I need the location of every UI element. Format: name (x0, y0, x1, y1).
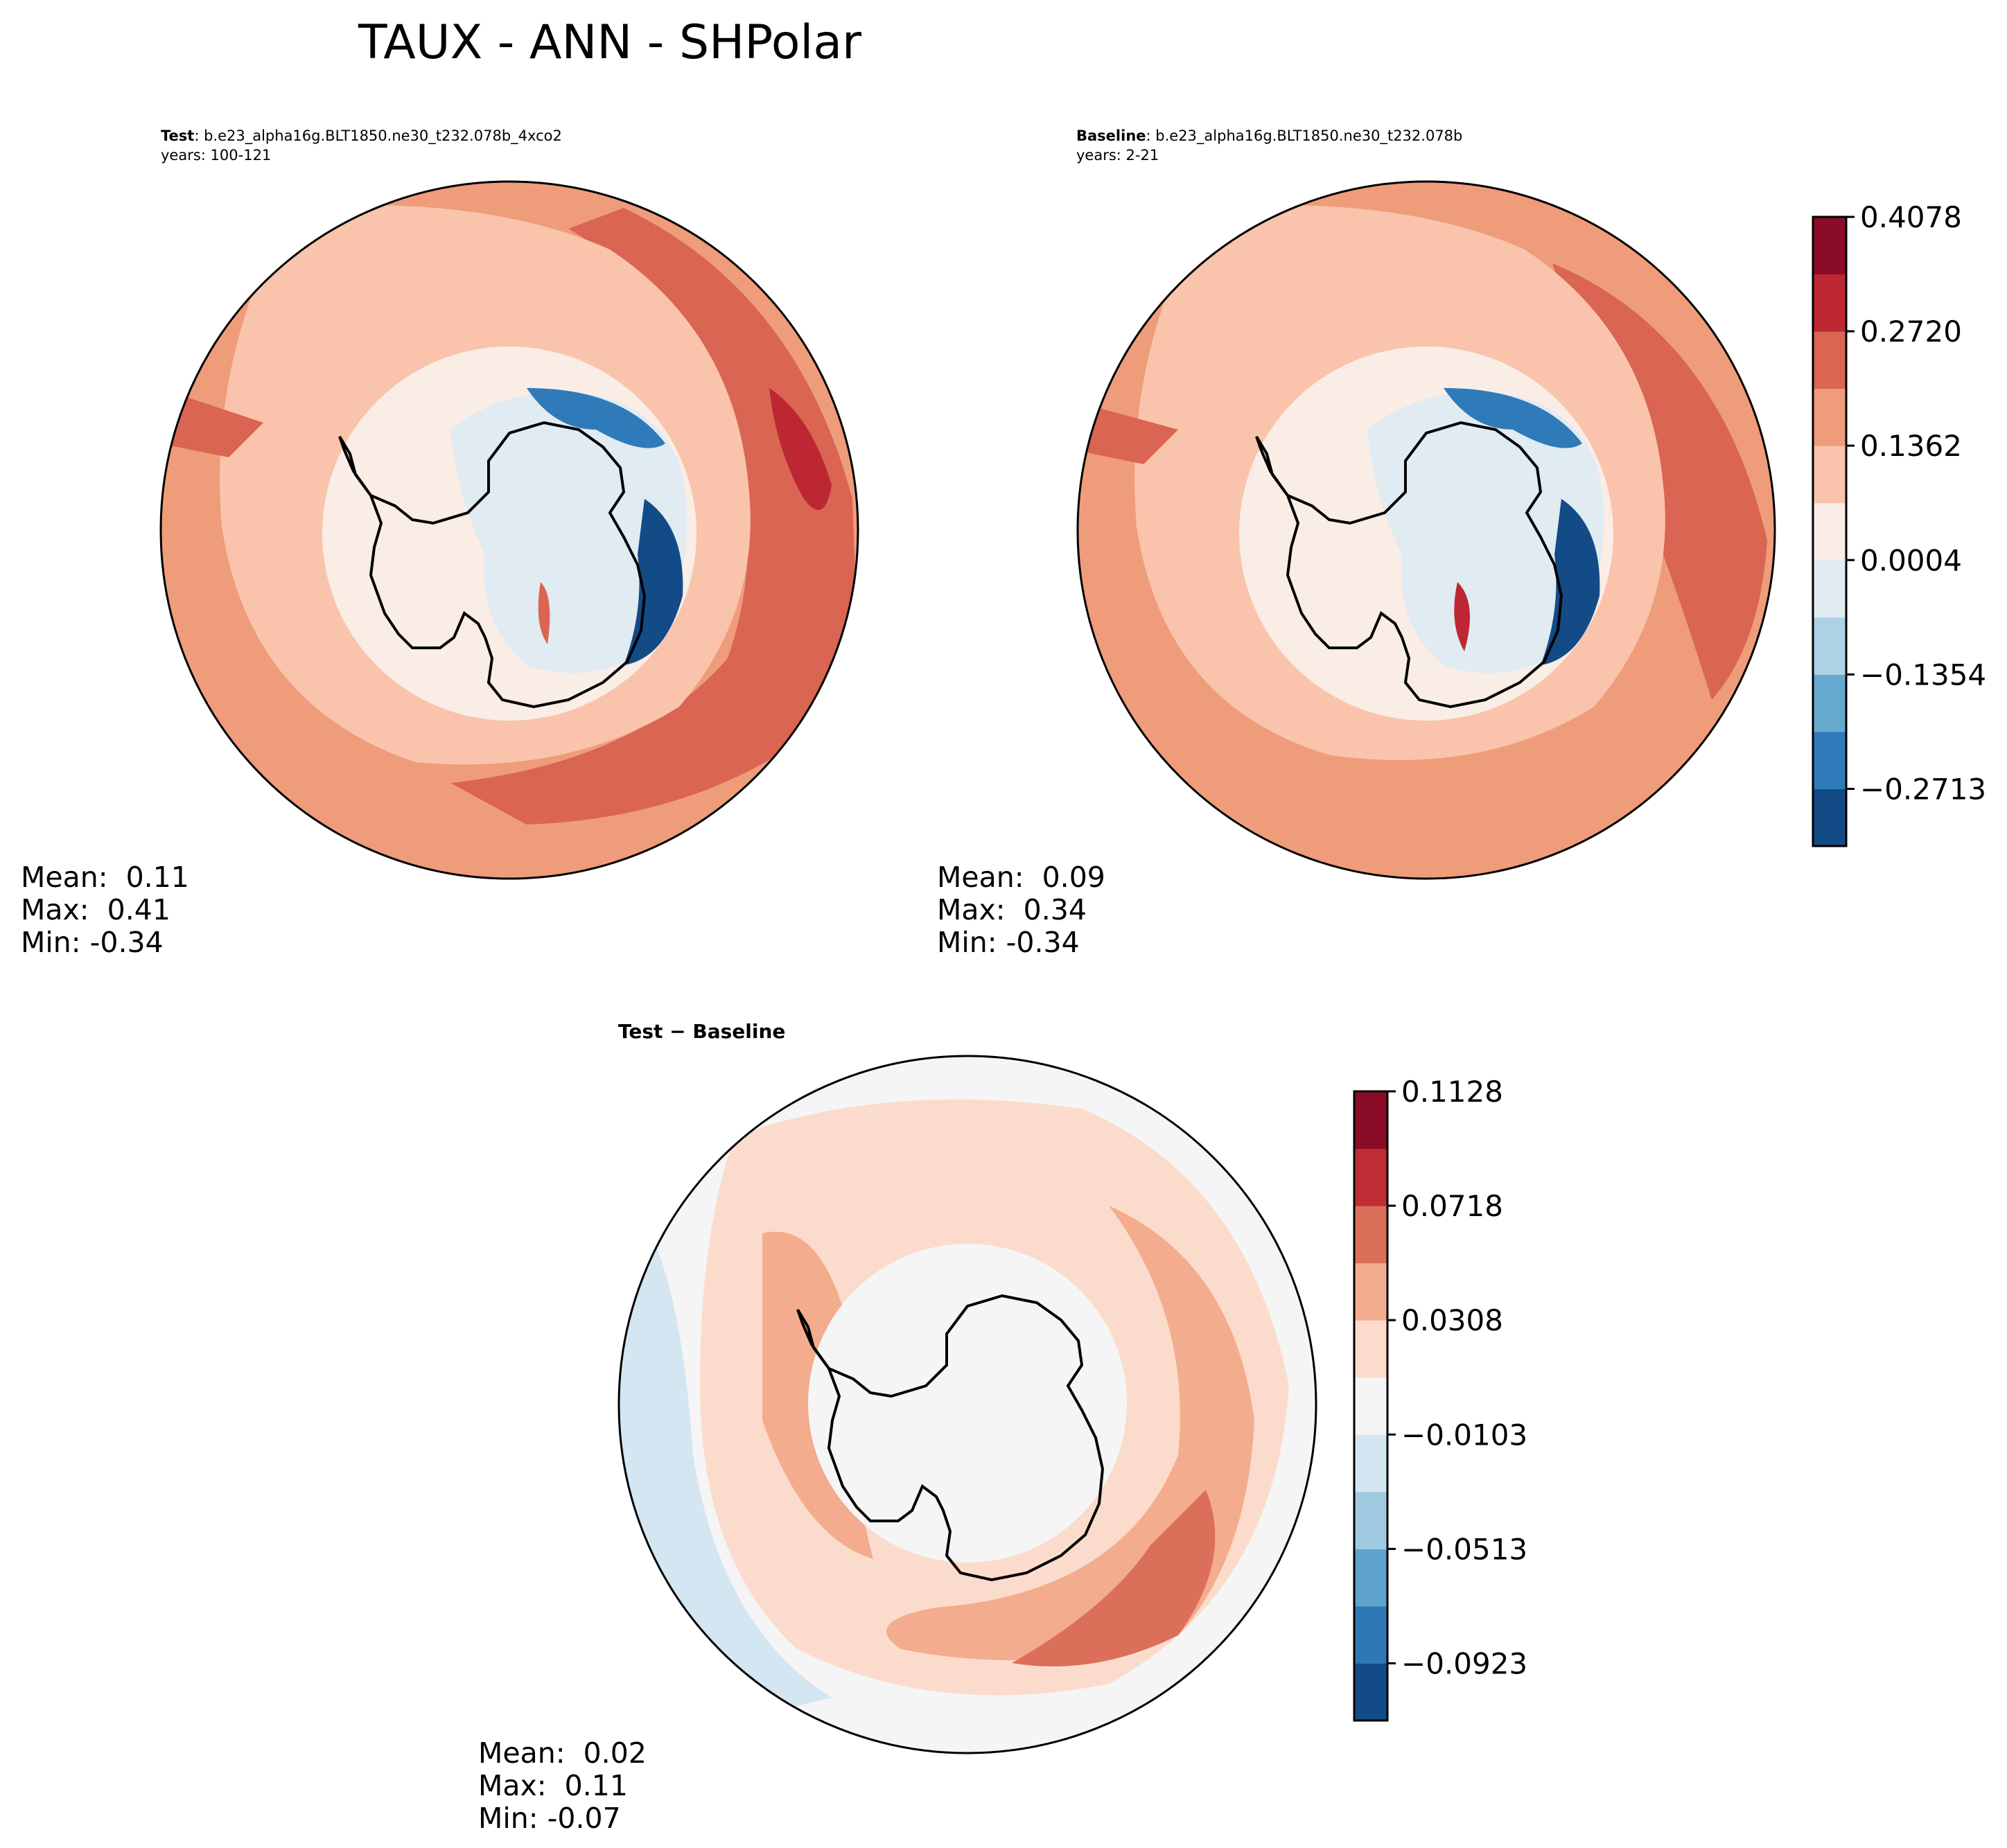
diff-stats: Mean: 0.02 Max: 0.11 Min: -0.07 (478, 1736, 647, 1835)
diff-colorbar-swatch (1354, 1491, 1387, 1549)
baseline-map-field-pos (1454, 582, 1470, 651)
test-map-boundary (159, 180, 859, 880)
test-map-field-edge (161, 388, 263, 457)
diff-panel-title: Test − Baseline (618, 1020, 786, 1043)
main-colorbar-swatch (1813, 217, 1846, 275)
main-colorbar-tick-label: −0.2713 (1860, 772, 1986, 806)
main-colorbar-swatch (1813, 789, 1846, 847)
main-colorbar-swatch (1813, 388, 1846, 446)
test-map-field-patch (769, 388, 832, 510)
test-map-field-neg (527, 388, 665, 448)
main-colorbar-swatch (1813, 731, 1846, 789)
diff-colorbar-swatch (1354, 1091, 1387, 1150)
diff-colorbar: −0.0923 −0.0513 −0.0103 0.0308 0.0718 0.1128 (1353, 1075, 1527, 1722)
baseline-panel-years: years: 2-21 (1076, 147, 1159, 164)
main-colorbar-swatch (1813, 674, 1846, 732)
main-colorbar-tick-label: 0.4078 (1860, 200, 1962, 234)
baseline-map-field-neg2 (1541, 499, 1600, 665)
test-map-field-band (450, 208, 858, 825)
main-colorbar-tick-label: 0.0004 (1860, 543, 1962, 577)
diff-colorbar-swatch (1354, 1377, 1387, 1435)
diff-map-boundary (617, 1055, 1317, 1754)
diff-colorbar-tick-label: 0.1128 (1401, 1075, 1503, 1109)
baseline-map-boundary (1076, 180, 1776, 880)
main-colorbar-swatch (1813, 331, 1846, 389)
baseline-map-field-neg (1444, 388, 1582, 448)
diff-colorbar-tick-label: 0.0308 (1401, 1303, 1503, 1337)
main-colorbar-swatch (1813, 446, 1846, 504)
diff-map-field-inner (808, 1244, 1127, 1563)
baseline-panel-title: Baseline: b.e23_alpha16g.BLT1850.ne30_t2… (1076, 127, 1463, 144)
diff-colorbar-swatch (1354, 1148, 1387, 1206)
diff-colorbar-tick-label: 0.0718 (1401, 1189, 1503, 1223)
baseline-map-field-edge (1078, 402, 1178, 464)
diff-colorbar-swatch (1354, 1320, 1387, 1378)
baseline-polar-map (1076, 180, 1776, 880)
diff-colorbar-swatch (1354, 1206, 1387, 1264)
diff-colorbar-swatch (1354, 1262, 1387, 1321)
diff-polar-map (617, 1055, 1317, 1754)
test-map-field-pos (538, 582, 550, 644)
test-map-field-neg2 (624, 499, 683, 665)
baseline-map-field-core (1367, 391, 1604, 674)
diff-colorbar-tick-label: −0.0103 (1401, 1418, 1527, 1452)
main-colorbar-tick-label: 0.2720 (1860, 315, 1962, 349)
test-stats: Mean: 0.11 Max: 0.41 Min: -0.34 (21, 861, 189, 959)
main-colorbar: −0.2713 −0.1354 0.0004 0.1362 0.2720 0.4078 (1812, 200, 1986, 847)
main-colorbar-frame (1812, 215, 1848, 847)
diff-colorbar-swatch (1354, 1663, 1387, 1721)
test-map-field-core (450, 391, 687, 674)
diff-colorbar-swatch (1354, 1605, 1387, 1664)
main-colorbar-tick-label: 0.1362 (1860, 429, 1962, 463)
diff-map-field-pos (1012, 1490, 1216, 1666)
diff-colorbar-tick-label: −0.0513 (1401, 1532, 1527, 1566)
diff-colorbar-swatch (1354, 1549, 1387, 1607)
main-colorbar-tick-label: −0.1354 (1860, 658, 1986, 692)
main-colorbar-swatch (1813, 502, 1846, 561)
diff-colorbar-tick-label: −0.0923 (1401, 1646, 1527, 1680)
figure-title: TAUX - ANN - SHPolar (358, 15, 861, 70)
diff-colorbar-swatch (1354, 1434, 1387, 1493)
test-polar-map (159, 180, 859, 880)
main-colorbar-swatch (1813, 617, 1846, 675)
baseline-stats: Mean: 0.09 Max: 0.34 Min: -0.34 (937, 861, 1105, 959)
main-colorbar-swatch (1813, 274, 1846, 332)
diff-colorbar-frame (1353, 1090, 1389, 1722)
test-panel-title: Test: b.e23_alpha16g.BLT1850.ne30_t232.0… (161, 127, 562, 144)
test-panel-years: years: 100-121 (161, 147, 272, 164)
main-colorbar-swatch (1813, 560, 1846, 618)
